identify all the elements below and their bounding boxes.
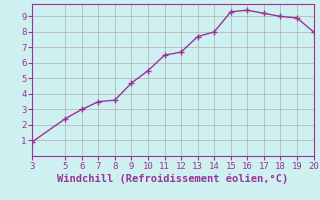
X-axis label: Windchill (Refroidissement éolien,°C): Windchill (Refroidissement éolien,°C) bbox=[57, 173, 288, 184]
